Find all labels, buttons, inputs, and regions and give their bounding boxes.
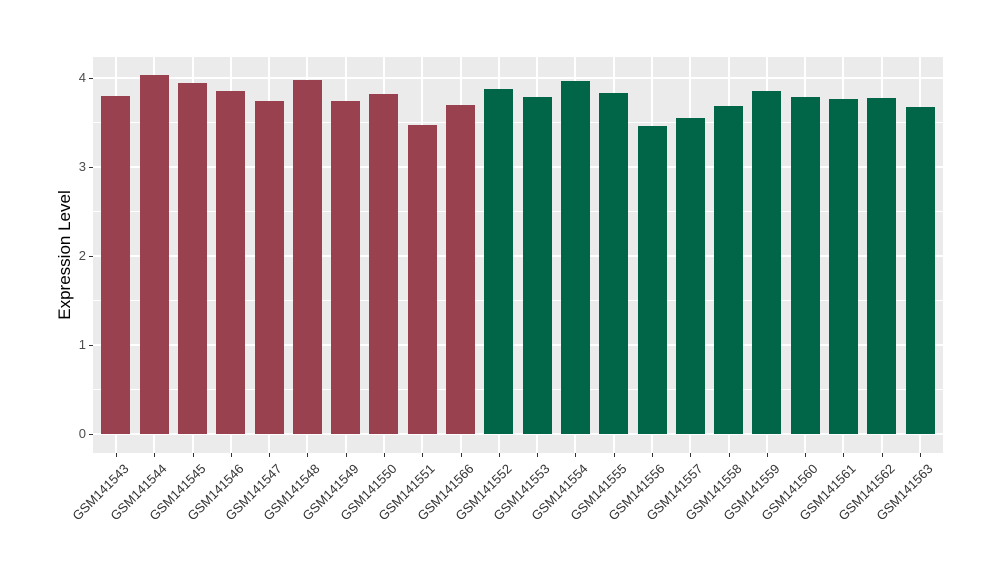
x-tick-mark-GSM141563 (920, 453, 922, 457)
bar-GSM141558 (714, 106, 744, 434)
x-tick-mark-GSM141546 (230, 453, 232, 457)
bar-GSM141545 (178, 83, 208, 434)
y-tick-mark-1 (89, 344, 93, 346)
x-tick-mark-GSM141553 (537, 453, 539, 457)
x-tick-mark-GSM141555 (613, 453, 615, 457)
x-tick-mark-GSM141543 (115, 453, 117, 457)
x-tick-mark-GSM141559 (766, 453, 768, 457)
bar-GSM141554 (560, 81, 590, 434)
x-tick-mark-GSM141547 (269, 453, 271, 457)
y-tick-label-2: 2 (78, 247, 86, 263)
y-tick-mark-2 (89, 255, 93, 257)
x-tick-mark-GSM141562 (881, 453, 883, 457)
y-tick-label-1: 1 (78, 336, 86, 352)
bar-GSM141549 (331, 100, 361, 434)
x-tick-mark-GSM141551 (422, 453, 424, 457)
gridline-major-y-0 (93, 433, 943, 435)
gridline-minor-y-1.5 (93, 300, 943, 302)
x-tick-mark-GSM141556 (652, 453, 653, 457)
y-tick-mark-0 (89, 434, 93, 435)
bar-GSM141543 (101, 95, 131, 434)
bar-GSM141559 (752, 91, 782, 434)
x-tick-mark-GSM141545 (192, 453, 194, 457)
bar-GSM141553 (522, 96, 552, 434)
gridline-major-y-1 (93, 343, 943, 346)
bar-GSM141550 (369, 93, 399, 434)
y-tick-label-4: 4 (78, 69, 86, 85)
bar-GSM141557 (675, 117, 705, 434)
bar-GSM141563 (905, 107, 935, 434)
x-tick-mark-GSM141557 (690, 453, 692, 457)
y-tick-label-3: 3 (78, 158, 86, 174)
x-tick-mark-GSM141554 (575, 453, 577, 457)
bar-GSM141551 (407, 124, 437, 434)
gridline-major-y-3 (93, 165, 943, 168)
bar-GSM141552 (484, 89, 514, 434)
x-tick-mark-GSM141544 (154, 453, 156, 457)
bar-GSM141562 (867, 98, 897, 434)
bar-GSM141555 (599, 92, 629, 434)
y-tick-mark-4 (89, 77, 93, 79)
bar-GSM141560 (790, 96, 820, 434)
bar-GSM141566 (446, 104, 476, 434)
y-tick-label-0: 0 (78, 426, 86, 441)
bar-GSM141556 (637, 125, 667, 434)
x-tick-mark-GSM141552 (498, 453, 500, 457)
gridline-major-y-4 (93, 76, 943, 79)
y-tick-mark-3 (89, 166, 93, 168)
x-tick-mark-GSM141549 (345, 453, 347, 457)
bar-GSM141547 (254, 100, 284, 434)
plot-panel (93, 57, 943, 453)
gridline-minor-y-3.5 (93, 122, 943, 124)
gridline-minor-y-2.5 (93, 211, 943, 213)
x-tick-mark-GSM141566 (460, 453, 462, 457)
x-tick-mark-GSM141560 (805, 453, 807, 457)
bar-GSM141544 (139, 75, 169, 434)
bar-GSM141561 (828, 99, 858, 434)
x-tick-mark-GSM141561 (843, 453, 845, 457)
gridline-major-y-2 (93, 254, 943, 257)
x-tick-mark-GSM141558 (728, 453, 730, 457)
bar-GSM141546 (216, 91, 246, 434)
x-tick-mark-GSM141548 (307, 453, 309, 457)
bar-GSM141548 (292, 80, 322, 434)
gridline-minor-y-0.5 (93, 389, 943, 391)
x-tick-mark-GSM141550 (383, 453, 385, 457)
